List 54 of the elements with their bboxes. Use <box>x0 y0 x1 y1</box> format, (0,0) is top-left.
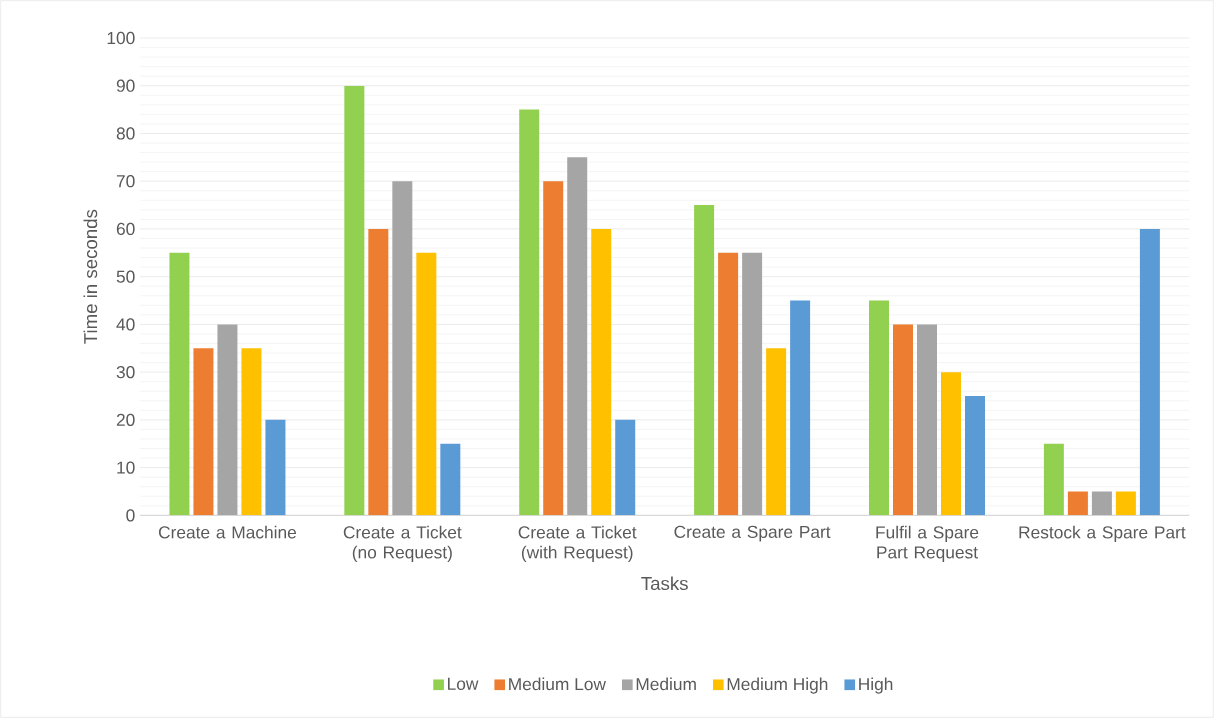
bar <box>718 252 739 516</box>
bar <box>1067 491 1088 516</box>
bar <box>519 109 540 516</box>
y-tick-label: 40 <box>116 318 135 331</box>
bar <box>869 300 890 516</box>
bar <box>193 348 214 516</box>
bar <box>265 419 286 516</box>
bar <box>694 205 715 516</box>
bar <box>1115 491 1136 516</box>
bar <box>1139 228 1160 516</box>
bar <box>416 252 437 516</box>
y-tick-label: 50 <box>116 270 135 283</box>
x-tick-label: Fulfil a Spare Part Request <box>876 525 979 562</box>
bar <box>1043 443 1064 516</box>
bar <box>591 228 612 516</box>
x-tick-label: Create a Ticket (no Request) <box>343 525 462 562</box>
y-tick-label: 90 <box>116 79 135 92</box>
x-tick-label: Create a Spare Part <box>674 525 831 542</box>
bar <box>766 348 787 516</box>
x-tick-label: Create a Ticket (with Request) <box>518 525 637 562</box>
bar <box>742 252 763 516</box>
y-tick-label: 70 <box>116 175 135 188</box>
legend-label: Medium Low <box>509 677 607 691</box>
bar <box>965 396 986 516</box>
bar <box>917 324 937 516</box>
y-tick-label: 30 <box>116 365 135 379</box>
y-tick-label: 100 <box>107 31 135 45</box>
y-tick-label: 10 <box>117 461 135 474</box>
bar <box>790 300 811 516</box>
y-tick-label: 60 <box>116 222 135 236</box>
x-tick-label: Restock a Spare Part <box>1019 525 1186 542</box>
legend-label: Low <box>448 677 479 690</box>
x-axis-title: Tasks <box>641 576 688 591</box>
bar <box>169 252 190 516</box>
bar <box>941 372 961 516</box>
legend-label: High <box>859 677 893 694</box>
bar <box>893 324 913 516</box>
y-tick-label: 0 <box>126 509 135 522</box>
x-tick-label: Create a Machine <box>158 525 297 539</box>
bar <box>217 324 238 516</box>
y-tick-label: 80 <box>116 127 135 140</box>
bar <box>392 181 413 516</box>
bar <box>567 157 588 516</box>
bar <box>1091 491 1112 516</box>
bar <box>615 419 636 516</box>
bar <box>368 228 389 516</box>
legend-label: Medium <box>636 677 696 691</box>
bar <box>543 181 564 516</box>
legend-label: Medium High <box>727 677 828 694</box>
y-axis-title: Time in seconds <box>83 209 98 344</box>
y-tick-label: 20 <box>116 413 135 426</box>
bar <box>344 85 365 516</box>
bar <box>440 443 461 516</box>
bar <box>241 348 262 516</box>
